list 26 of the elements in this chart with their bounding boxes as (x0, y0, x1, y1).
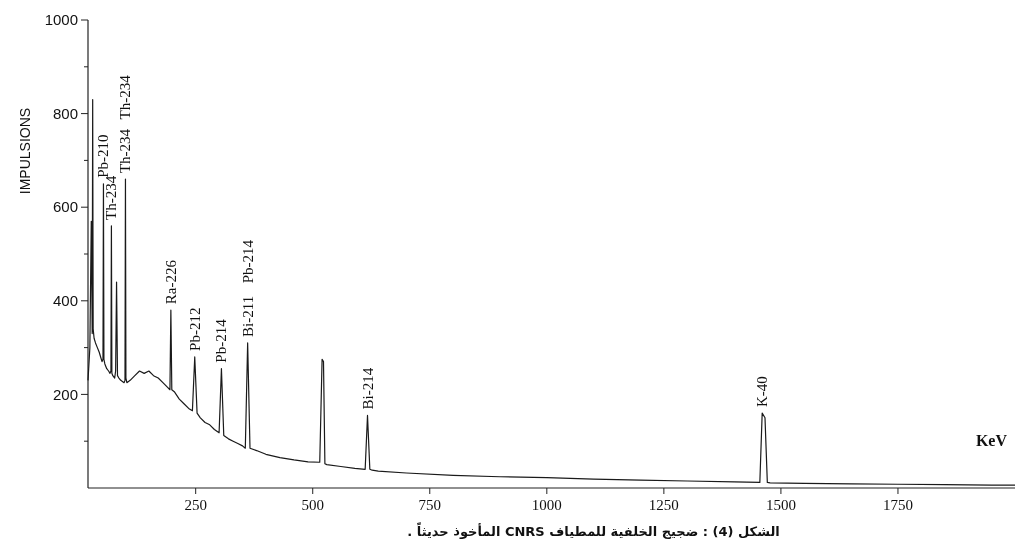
annotation: Th-234 (117, 128, 134, 174)
y-tick-label: 800 (52, 104, 78, 122)
annotation: Bi-214 (359, 367, 376, 410)
y-tick-label: 400 (52, 292, 78, 310)
y-tick-label: 200 (52, 385, 78, 403)
x-axis-title: KeV (975, 432, 1008, 449)
annotation: Bi-211 (239, 295, 256, 337)
annotation: Th-234 (103, 175, 120, 220)
annotation: Pb-214 (239, 239, 256, 284)
annotation: Pb-214 (213, 318, 230, 363)
x-tick-label: 500 (301, 497, 324, 513)
annotation: Pb-210 (95, 134, 112, 178)
annotation: Pb-212 (186, 307, 203, 351)
y-axis-title: IMPULSIONS (17, 107, 33, 195)
x-tick-label: 750 (418, 497, 442, 513)
y-tick-label: 600 (52, 198, 78, 216)
x-tick-label: 1000 (531, 497, 562, 513)
x-tick-label: 1250 (648, 497, 679, 513)
annotation: Th-234 (117, 74, 134, 120)
annotation: Ra-226 (162, 259, 179, 305)
annotation: K-40 (754, 376, 771, 408)
text: الشكل (4) : ضجيج الخلفية للمطياف CNRS المأخوذ حديثاً . (407, 522, 780, 539)
y-tick-label: 1000 (44, 11, 78, 29)
x-tick-label: 1750 (882, 497, 913, 513)
x-tick-label: 250 (184, 497, 207, 513)
x-tick-label: 1500 (765, 497, 796, 513)
